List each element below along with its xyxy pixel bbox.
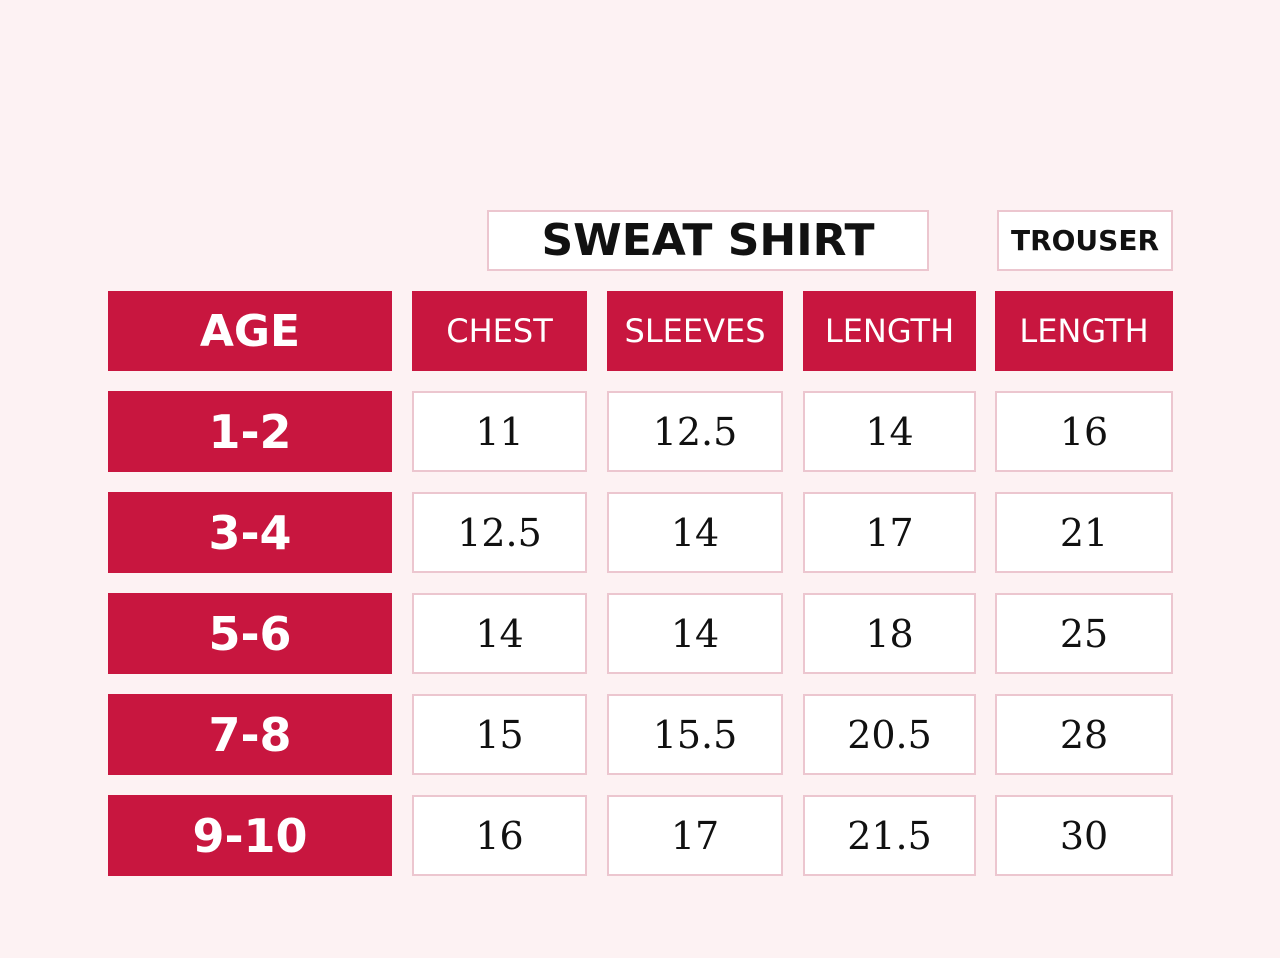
value-cell: 21 xyxy=(995,492,1173,573)
value-cell: 16 xyxy=(412,795,587,876)
age-cell: 1-2 xyxy=(108,391,392,472)
value-cell: 21.5 xyxy=(803,795,976,876)
value-cell: 16 xyxy=(995,391,1173,472)
value-cell: 25 xyxy=(995,593,1173,674)
column-header: CHEST xyxy=(412,291,587,371)
column-header: LENGTH xyxy=(803,291,976,371)
value-cell: 12.5 xyxy=(412,492,587,573)
column-header: SLEEVES xyxy=(607,291,783,371)
value-cell: 17 xyxy=(607,795,783,876)
value-cell: 15 xyxy=(412,694,587,775)
age-cell: 7-8 xyxy=(108,694,392,775)
value-cell: 28 xyxy=(995,694,1173,775)
value-cell: 15.5 xyxy=(607,694,783,775)
value-cell: 14 xyxy=(607,593,783,674)
value-cell: 14 xyxy=(412,593,587,674)
value-cell: 30 xyxy=(995,795,1173,876)
value-cell: 14 xyxy=(607,492,783,573)
value-cell: 14 xyxy=(803,391,976,472)
group-header: TROUSER xyxy=(997,210,1173,271)
value-cell: 17 xyxy=(803,492,976,573)
age-cell: 5-6 xyxy=(108,593,392,674)
value-cell: 20.5 xyxy=(803,694,976,775)
value-cell: 12.5 xyxy=(607,391,783,472)
column-header: LENGTH xyxy=(995,291,1173,371)
age-cell: 3-4 xyxy=(108,492,392,573)
group-header: SWEAT SHIRT xyxy=(487,210,929,271)
age-cell: 9-10 xyxy=(108,795,392,876)
value-cell: 11 xyxy=(412,391,587,472)
value-cell: 18 xyxy=(803,593,976,674)
age-header: AGE xyxy=(108,291,392,371)
